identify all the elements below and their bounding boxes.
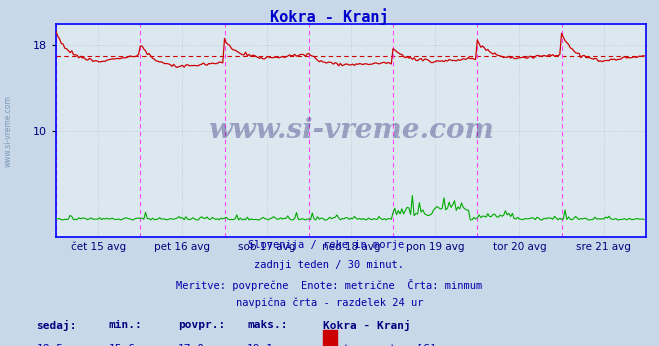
Text: zadnji teden / 30 minut.: zadnji teden / 30 minut. <box>254 260 405 270</box>
Text: www.si-vreme.com: www.si-vreme.com <box>4 95 13 166</box>
Text: navpična črta - razdelek 24 ur: navpična črta - razdelek 24 ur <box>236 298 423 308</box>
Text: 15,6: 15,6 <box>109 344 136 346</box>
Text: Slovenija / reke in morje.: Slovenija / reke in morje. <box>248 240 411 251</box>
Text: www.si-vreme.com: www.si-vreme.com <box>208 117 494 144</box>
Text: min.:: min.: <box>109 320 142 330</box>
Text: 18,5: 18,5 <box>36 344 63 346</box>
Text: 19,1: 19,1 <box>247 344 274 346</box>
Text: povpr.:: povpr.: <box>178 320 225 330</box>
Text: 17,0: 17,0 <box>178 344 205 346</box>
Text: sedaj:: sedaj: <box>36 320 76 331</box>
Text: temperatura[C]: temperatura[C] <box>343 344 437 346</box>
Text: Kokra - Kranj: Kokra - Kranj <box>270 9 389 26</box>
Text: maks.:: maks.: <box>247 320 287 330</box>
Text: Kokra - Kranj: Kokra - Kranj <box>323 320 411 331</box>
Text: Meritve: povprečne  Enote: metrične  Črta: minmum: Meritve: povprečne Enote: metrične Črta:… <box>177 279 482 291</box>
